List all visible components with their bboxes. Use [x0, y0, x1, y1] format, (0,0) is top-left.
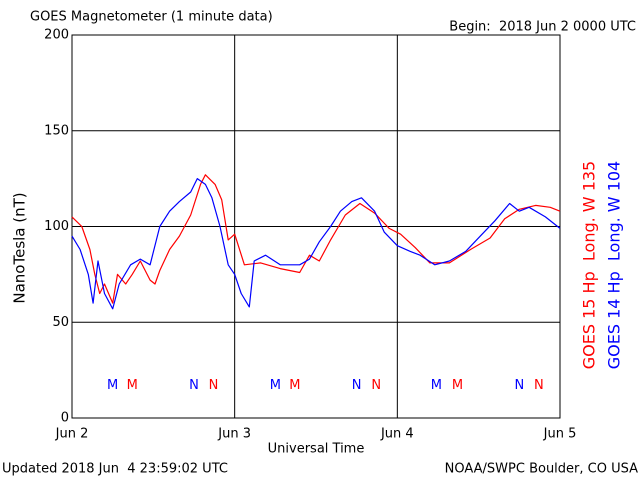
event-marker: N [371, 378, 381, 393]
event-marker: M [289, 378, 300, 393]
y-tick-label: 100 [44, 219, 69, 234]
x-tick-label: Jun 2 [55, 427, 89, 442]
footer-credit: NOAA/SWPC Boulder, CO USA [445, 462, 638, 477]
x-axis-label: Universal Time [268, 442, 365, 457]
x-tick-label: Jun 3 [217, 427, 251, 442]
legend-entry: GOES 14 Hp Long. W 104 [605, 161, 624, 369]
event-marker: M [127, 378, 138, 393]
event-marker: M [452, 378, 463, 393]
data-line [71, 174, 561, 304]
y-tick-label: 0 [61, 411, 69, 426]
begin-time: Begin: 2018 Jun 2 0000 UTC [449, 20, 636, 35]
legend-entry: GOES 15 Hp Long. W 135 [580, 161, 599, 369]
data-line [71, 178, 561, 310]
event-marker: N [514, 378, 524, 393]
x-tick-label: Jun 4 [380, 427, 414, 442]
event-marker: N [209, 378, 219, 393]
chart-title: GOES Magnetometer (1 minute data) [30, 10, 273, 25]
event-marker: N [352, 378, 362, 393]
footer-updated: Updated 2018 Jun 4 23:59:02 UTC [2, 462, 228, 477]
y-axis-label: NanoTesla (nT) [11, 192, 29, 303]
event-marker: N [534, 378, 544, 393]
y-tick-label: 200 [44, 28, 69, 43]
event-marker: N [189, 378, 199, 393]
y-tick-label: 50 [52, 315, 69, 330]
event-marker: M [107, 378, 118, 393]
event-marker: M [431, 378, 442, 393]
x-tick-label: Jun 5 [543, 427, 577, 442]
event-marker: M [270, 378, 281, 393]
y-tick-label: 150 [44, 123, 69, 138]
